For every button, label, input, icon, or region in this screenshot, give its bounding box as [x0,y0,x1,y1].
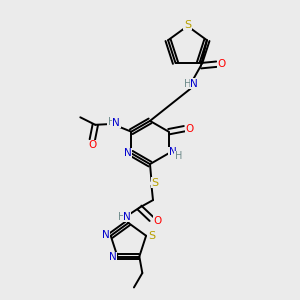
Text: H: H [107,117,115,127]
Text: O: O [185,124,194,134]
Text: O: O [153,215,162,226]
Text: S: S [148,231,155,241]
Text: H: H [184,79,192,89]
Text: H: H [175,151,182,161]
Text: S: S [184,20,191,30]
Text: N: N [124,148,131,158]
Text: H: H [118,212,125,222]
Text: O: O [218,59,226,69]
Text: N: N [190,79,198,89]
Text: N: N [102,230,110,240]
Text: S: S [152,178,159,188]
Text: N: N [169,147,176,158]
Text: N: N [123,212,131,222]
Text: N: N [109,252,116,262]
Text: O: O [88,140,96,150]
Text: N: N [112,118,120,128]
